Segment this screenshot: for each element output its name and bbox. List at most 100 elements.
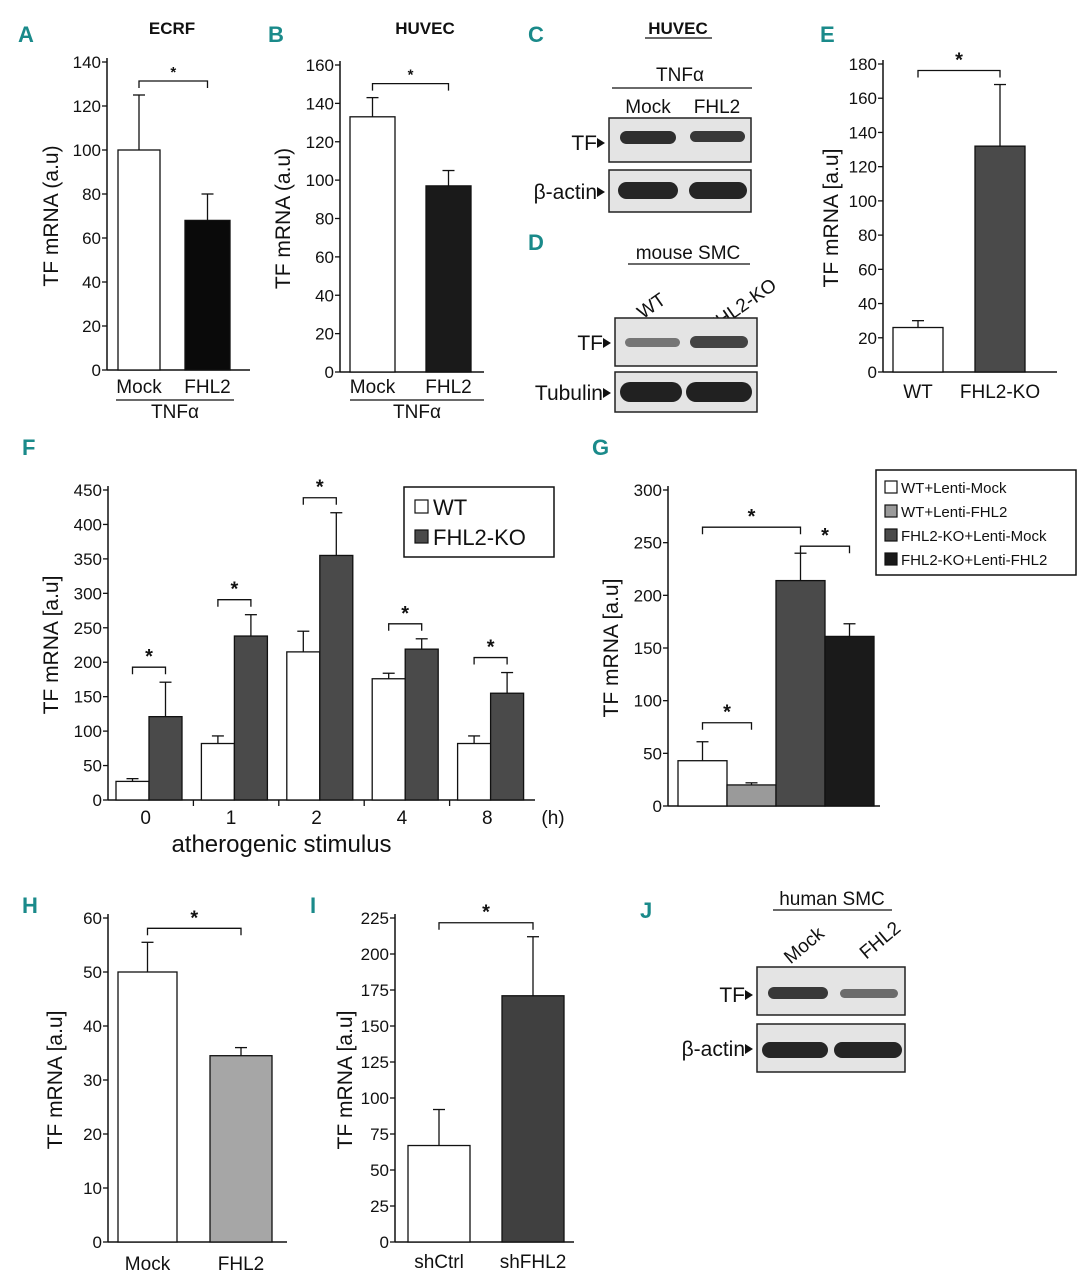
row-arrow-icon [603, 388, 611, 398]
band [690, 131, 745, 142]
y-tick-label: 100 [361, 1089, 389, 1108]
bracket-line [701, 722, 753, 730]
y-tick-label: 20 [83, 1125, 102, 1144]
y-axis-label: TF mRNA (a.u) [40, 145, 63, 286]
category-label: FHL2 [425, 377, 471, 398]
y-tick-label: 40 [315, 286, 334, 305]
category-label: Mock [350, 377, 396, 398]
panel-label-a: A [18, 22, 34, 47]
y-tick-label: 100 [73, 141, 101, 160]
y-axis-label: TF mRNA [a.u] [44, 1011, 67, 1150]
significance-star: * [145, 646, 153, 668]
row-arrow-icon [597, 138, 605, 148]
y-tick-label: 0 [325, 363, 334, 382]
chart-title: HUVEC [395, 19, 455, 38]
y-tick-label: 250 [634, 534, 662, 553]
blot-title: human SMC [779, 889, 885, 910]
chart-g-bars [677, 552, 875, 807]
chart-e-bars [892, 83, 1026, 373]
significance-bracket: * [473, 637, 508, 665]
significance-star: * [316, 477, 324, 499]
blot-row-label: TF [577, 332, 603, 355]
y-tick-label: 10 [83, 1179, 102, 1198]
bracket-line [138, 80, 209, 88]
y-tick-label: 140 [306, 94, 334, 113]
y-tick-label: 140 [849, 123, 877, 142]
y-tick-label: 150 [361, 1017, 389, 1036]
bar [407, 1144, 471, 1243]
significance-star: * [487, 637, 495, 659]
x-unit-label: (h) [541, 808, 564, 829]
bar [726, 784, 777, 807]
significance-star: * [482, 902, 490, 924]
bar [824, 635, 875, 807]
y-tick-label: 225 [361, 909, 389, 928]
bar [286, 651, 321, 801]
y-tick-label: 180 [849, 55, 877, 74]
blot-title: HUVEC [648, 19, 708, 38]
band [620, 131, 676, 144]
y-tick-label: 20 [82, 317, 101, 336]
band [618, 182, 678, 199]
y-tick-label: 0 [868, 363, 877, 382]
bar [371, 678, 406, 801]
significance-bracket: * [438, 902, 534, 930]
y-tick-label: 25 [370, 1197, 389, 1216]
y-tick-label: 200 [74, 653, 102, 672]
legend-swatch [884, 528, 898, 542]
legend-label: WT+Lenti-FHL2 [901, 504, 1007, 521]
y-tick-label: 20 [858, 329, 877, 348]
bar [677, 760, 728, 807]
y-tick-label: 350 [74, 550, 102, 569]
x-tick-label: 2 [311, 808, 322, 829]
bar [456, 742, 492, 801]
blot-row-label: β-actin [534, 181, 597, 204]
category-label: FHL2-KO [960, 382, 1040, 403]
x-tick-label: 8 [482, 808, 493, 829]
panel-label-e: E [820, 22, 835, 47]
legend-swatch [884, 480, 898, 494]
y-tick-label: 0 [93, 791, 102, 810]
chart-h-bars [117, 941, 273, 1243]
bar [233, 635, 269, 801]
panel-label-j: J [640, 898, 652, 923]
bracket-line [917, 69, 1001, 78]
legend-label: WT [433, 495, 467, 520]
x-tick-label: 1 [226, 808, 237, 829]
y-tick-label: 150 [74, 688, 102, 707]
y-tick-label: 40 [858, 295, 877, 314]
panel-label-i: I [310, 893, 316, 918]
y-tick-label: 120 [849, 158, 877, 177]
y-tick-label: 175 [361, 981, 389, 1000]
bar [117, 149, 161, 371]
significance-bracket: * [388, 603, 423, 631]
lane-label: FHL2 [694, 97, 740, 118]
y-tick-label: 100 [306, 171, 334, 190]
significance-bracket: * [131, 646, 167, 675]
legend-swatch [414, 529, 429, 544]
lane-label: Mock [780, 923, 829, 969]
bar [184, 219, 231, 371]
y-tick-label: 200 [361, 945, 389, 964]
band [620, 382, 682, 402]
bracket-line [388, 623, 423, 631]
y-tick-label: 300 [634, 481, 662, 500]
y-tick-label: 160 [849, 89, 877, 108]
y-tick-label: 125 [361, 1053, 389, 1072]
bracket-line [217, 599, 252, 607]
y-tick-label: 60 [82, 229, 101, 248]
y-tick-label: 400 [74, 515, 102, 534]
band [834, 1042, 902, 1058]
significance-bracket: * [799, 525, 851, 554]
y-tick-label: 60 [858, 260, 877, 279]
y-axis-label: TF mRNA [a.u] [334, 1011, 357, 1150]
bar [148, 715, 183, 801]
chart-a-bars [117, 94, 231, 371]
y-tick-label: 250 [74, 619, 102, 638]
bracket-line [131, 666, 167, 675]
y-tick-label: 50 [643, 744, 662, 763]
blot-title: mouse SMC [636, 243, 741, 264]
legend-box [403, 486, 555, 558]
significance-bracket: * [371, 67, 450, 91]
y-tick-label: 450 [74, 481, 102, 500]
